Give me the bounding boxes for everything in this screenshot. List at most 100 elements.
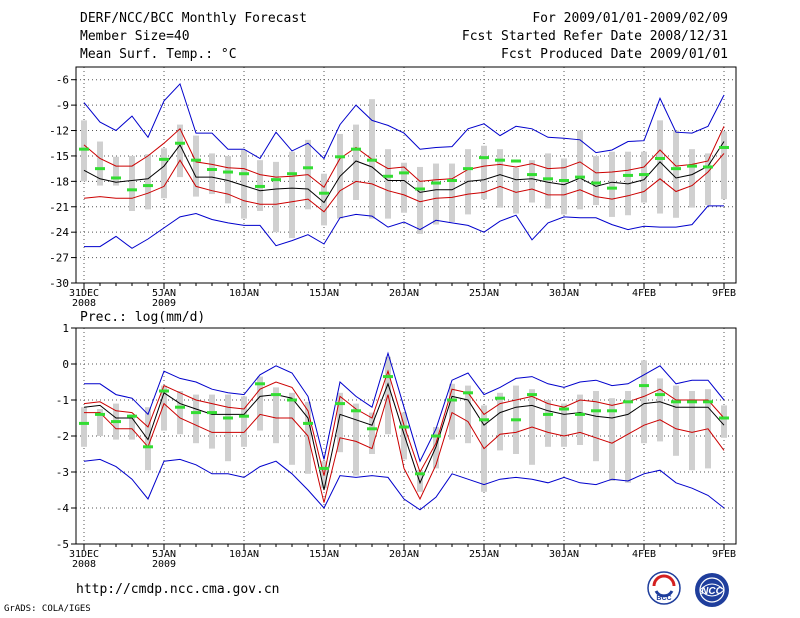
temp-ensemble-box [273,161,279,233]
temp-ensemble-box [289,151,295,239]
prec-y-tick-label: -2 [56,430,69,443]
prec-ensemble-box [657,378,663,442]
prec-observed-mark [527,393,537,397]
prec-observed-mark [111,420,121,424]
prec-observed-mark [543,412,553,416]
temp-observed-mark [447,179,457,183]
source-url[interactable]: http://cmdp.ncc.cma.gov.cn [76,582,280,597]
prec-y-tick-label: -4 [56,502,70,515]
prec-observed-mark [351,409,361,413]
temp-ensemble-box [545,153,551,209]
temp-observed-mark [239,172,249,176]
prec-ensemble-box [273,387,279,444]
prec-ensemble-box [289,392,295,465]
prec-observed-mark [95,412,105,416]
temp-observed-mark [159,157,169,161]
temp-observed-mark [591,181,601,185]
prec-ensemble-box [721,405,727,438]
temp-ensemble-box [81,120,87,182]
temp-observed-mark [143,184,153,188]
bcc-logo-text: BCC [656,595,671,602]
temp-y-tick-label: -21 [49,201,69,214]
prec-ensemble-box [609,398,615,481]
temp-observed-mark [463,167,473,171]
temp-observed-mark [431,181,441,185]
temp-observed-mark [543,177,553,181]
temp-ensemble-box [529,160,535,203]
temp-y-tick-label: -9 [56,99,69,112]
prec-observed-mark [223,416,233,420]
temp-observed-mark [687,164,697,168]
prec-panel-title: Prec.: log(mm/d) [80,310,205,325]
temp-observed-mark [527,173,537,177]
temp-upper-line [83,126,725,189]
temp-observed-mark [399,171,409,175]
temp-x-tick-label: 31DEC [69,288,99,299]
temp-ensemble-box [113,156,119,186]
temp-ensemble-box [97,141,103,186]
temp-ensemble-box [129,155,135,211]
temp-x-tick-label: 15JAN [309,288,339,299]
prec-x-tick-label: 20JAN [389,549,419,560]
prec-observed-mark [719,416,729,420]
temp-observed-mark [255,184,265,188]
prec-observed-mark [607,409,617,413]
forecast-period: For 2009/01/01-2009/02/09 [532,11,728,26]
temp-observed-mark [607,186,617,190]
temp-ensemble-box [513,167,519,214]
temp-ensemble-box [481,145,487,200]
agency-logos: BCC NCC [647,571,729,607]
temp-observed-mark [223,170,233,174]
prec-ensemble-box [97,409,103,436]
prec-x-tick-sublabel: 2008 [72,559,96,570]
prec-observed-mark [703,400,713,404]
temp-observed-mark [639,173,649,177]
temp-ensemble-box [721,131,727,200]
prec-ensemble-box [449,383,455,440]
temp-y-tick-label: -24 [49,226,69,239]
temp-observed-mark [111,176,121,180]
chart-title: DERF/NCC/BCC Monthly Forecast [80,11,307,26]
prec-observed-mark [559,407,569,411]
prec-x-tick-sublabel: 2009 [152,559,176,570]
temp-observed-mark [655,156,665,160]
temp-observed-mark [95,167,105,171]
prec-y-tick-label: 0 [62,358,69,371]
temp-ensemble-box [577,130,583,210]
prec-observed-mark [175,405,185,409]
prec-upper-line [83,369,725,476]
prec-observed-mark [671,400,681,404]
prec-observed-mark [687,400,697,404]
prec-x-tick-label: 25JAN [469,549,499,560]
temp-observed-mark [207,167,217,171]
member-size: Member Size=40 [80,29,190,44]
prec-x-tick-label: 10JAN [229,549,259,560]
fcst-started-date: Fcst Started Refer Date 2008/12/31 [461,29,728,44]
prec-observed-mark [319,466,329,470]
temp-ensemble-box [497,149,503,208]
prec-observed-mark [79,421,89,425]
temp-ensemble-box [593,155,599,206]
prec-ensemble-box [545,400,551,447]
temp-x-tick-label: 9FEB [712,288,736,299]
temp-observed-mark [79,147,89,151]
ncc-logo-text: NCC [701,586,723,597]
prec-observed-mark [639,384,649,388]
temp-observed-mark [319,191,329,195]
fcst-produced-date: Fcst Produced Date 2009/01/01 [501,47,728,62]
prec-ensemble-box [81,407,87,447]
prec-ensemble-box [209,394,215,449]
prec-observed-mark [335,402,345,406]
temp-x-tick-label: 20JAN [389,288,419,299]
prec-observed-mark [495,396,505,400]
temp-ensemble-box [353,124,359,200]
prec-observed-mark [623,400,633,404]
temp-max-line [83,82,725,160]
prec-observed-mark [447,398,457,402]
prec-ensemble-box [577,394,583,445]
temp-x-tick-label: 5JAN [152,288,176,299]
prec-x-tick-label: 15JAN [309,549,339,560]
prec-y-tick-label: -1 [56,394,69,407]
prec-ensemble-box [353,403,359,476]
